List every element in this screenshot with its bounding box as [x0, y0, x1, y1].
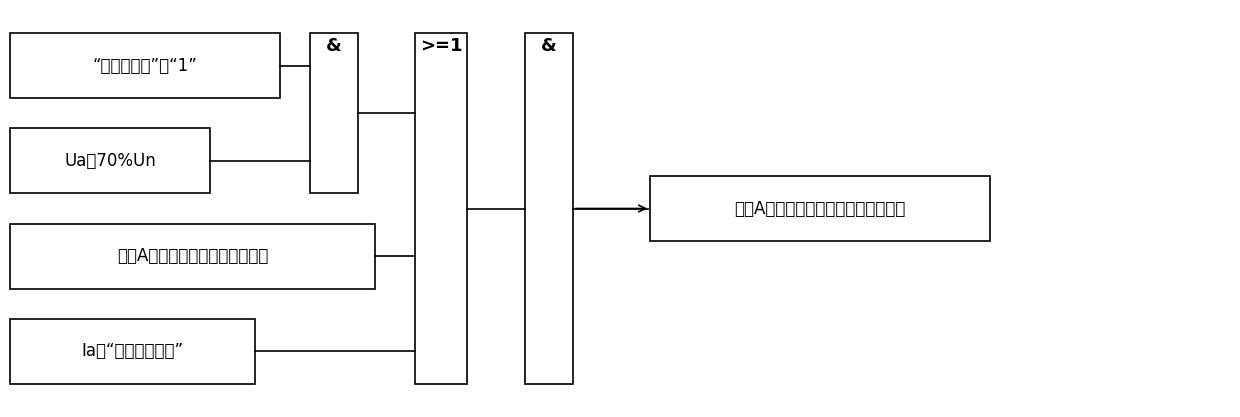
- Text: Ua＜70%Un: Ua＜70%Un: [64, 152, 156, 170]
- Text: 收到A相相邻保护无方向闭锁信号: 收到A相相邻保护无方向闭锁信号: [117, 247, 268, 265]
- Text: Ia＜“联锁门槛电流”: Ia＜“联锁门槛电流”: [82, 342, 184, 360]
- Bar: [650, 176, 990, 241]
- Text: “断路器合位”＝“1”: “断路器合位”＝“1”: [93, 57, 197, 75]
- Bar: [10, 128, 210, 193]
- Bar: [10, 33, 280, 98]
- Bar: [310, 33, 358, 193]
- Bar: [10, 319, 255, 384]
- Text: &: &: [541, 37, 557, 55]
- Bar: [10, 224, 374, 289]
- Text: >=1: >=1: [420, 37, 463, 55]
- Bar: [525, 33, 573, 384]
- Bar: [415, 33, 467, 384]
- Text: &: &: [326, 37, 342, 55]
- Text: 发送A相允许信号，给其所有相邻保护: 发送A相允许信号，给其所有相邻保护: [734, 199, 905, 218]
